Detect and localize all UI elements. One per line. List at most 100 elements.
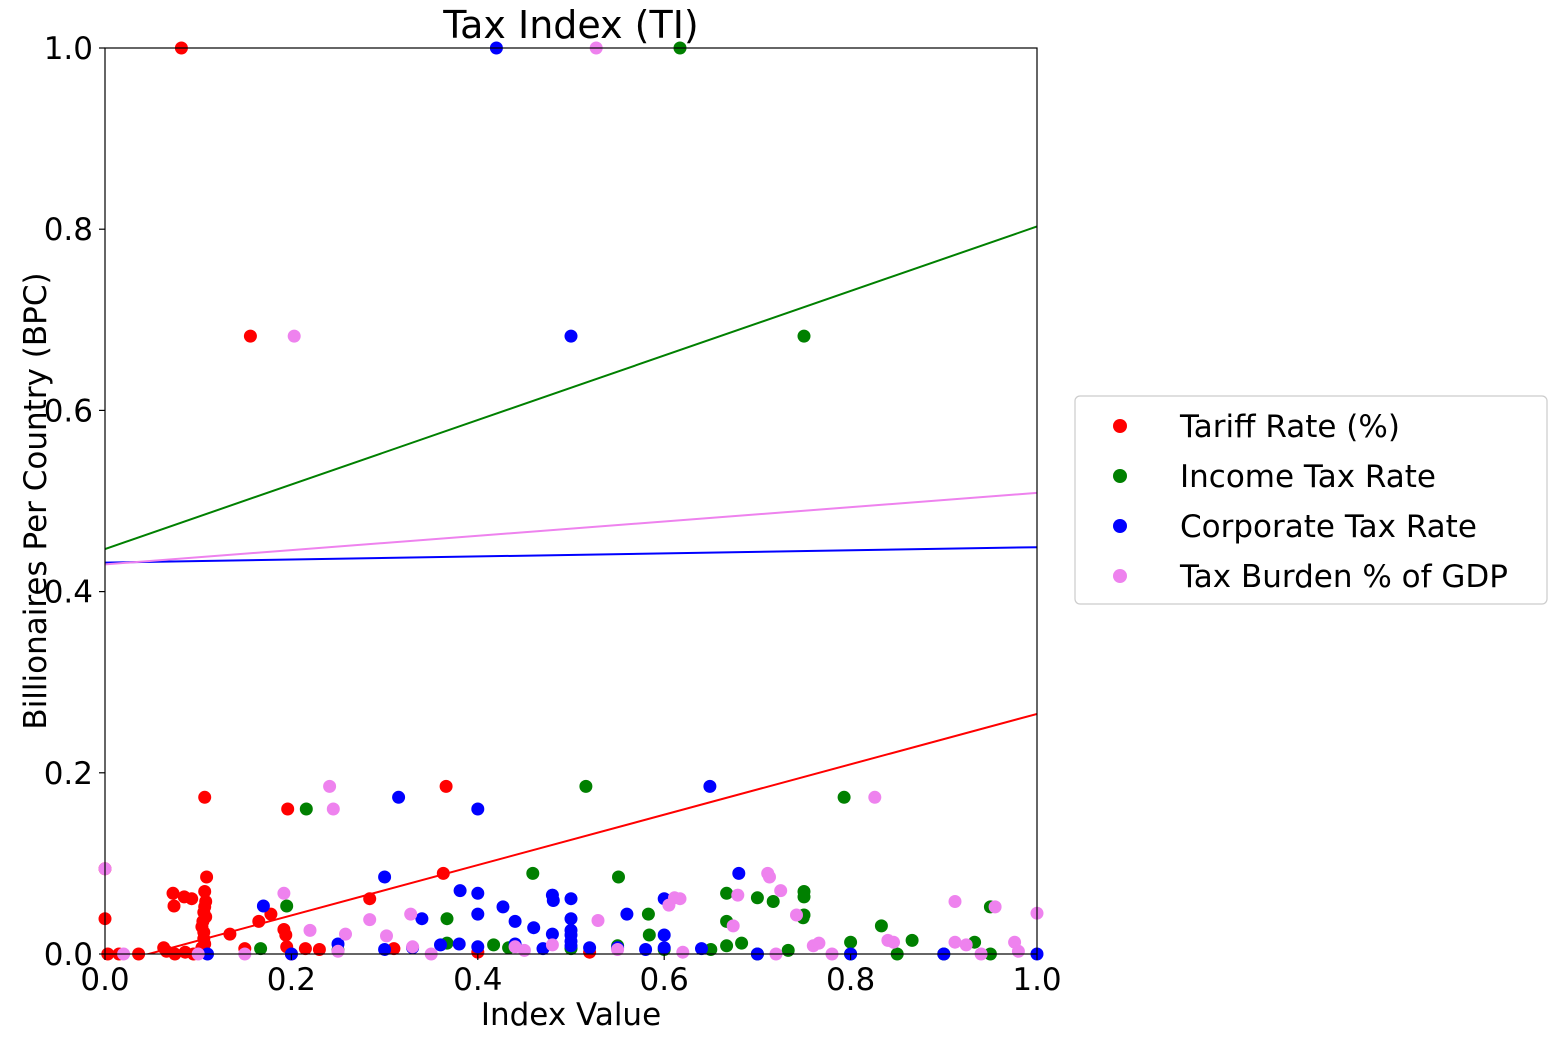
data-point: [198, 885, 212, 898]
data-point: [1011, 944, 1025, 958]
data-point: [735, 936, 749, 950]
data-point: [662, 898, 676, 912]
data-point: [323, 779, 337, 793]
legend-frame: [1074, 395, 1548, 605]
plot-frame: [104, 47, 1038, 955]
data-point: [620, 907, 634, 921]
chart-title: Tax Index (TI): [442, 3, 699, 47]
y-tick-label: 0.8: [44, 212, 93, 248]
x-tick-label: 0.4: [453, 962, 502, 998]
data-point: [527, 921, 541, 935]
data-point: [243, 329, 257, 343]
legend-label: Tax Burden % of GDP: [1179, 559, 1508, 595]
data-point: [673, 892, 687, 906]
data-point: [959, 938, 973, 952]
data-point: [496, 900, 510, 914]
data-point: [312, 943, 326, 956]
y-axis: 0.0 0.2 0.4 0.6 0.8 1.0: [44, 31, 105, 973]
x-tick-label: 0.0: [80, 962, 129, 998]
data-point: [440, 912, 454, 926]
data-point: [868, 790, 882, 804]
data-point: [591, 914, 605, 927]
data-point: [703, 779, 717, 793]
legend-marker: [1113, 519, 1127, 533]
data-point: [185, 892, 199, 906]
data-point: [339, 927, 352, 941]
trend-line: [105, 546, 1037, 564]
data-point: [287, 329, 301, 343]
data-point: [378, 943, 392, 956]
data-point: [731, 888, 745, 902]
data-point: [611, 943, 625, 956]
data-point: [695, 942, 708, 956]
data-point: [404, 907, 418, 921]
data-point: [167, 899, 181, 913]
data-point: [612, 870, 625, 884]
x-tick-label: 0.8: [826, 962, 875, 998]
data-point: [676, 945, 690, 959]
x-tick-label: 0.2: [267, 962, 316, 998]
data-point: [837, 790, 851, 804]
data-point: [380, 929, 393, 943]
data-point: [948, 935, 962, 949]
data-point: [363, 913, 377, 927]
data-point: [277, 886, 291, 900]
data-point: [545, 938, 559, 952]
data-point: [750, 891, 764, 905]
data-point: [790, 908, 803, 922]
legend: Tariff Rate (%) Income Tax Rate Corporate …: [1074, 395, 1548, 605]
data-point: [280, 899, 294, 913]
data-point: [720, 886, 734, 900]
legend-marker: [1113, 419, 1127, 433]
trend-line: [105, 491, 1037, 566]
data-point: [331, 944, 345, 958]
data-point: [256, 899, 270, 913]
data-point: [579, 779, 593, 793]
data-point: [298, 942, 312, 956]
x-axis: 0.0 0.2 0.4 0.6 0.8 1.0: [80, 954, 1062, 998]
data-point: [526, 866, 540, 880]
x-axis-title: Index Value: [481, 997, 661, 1033]
data-point: [564, 939, 578, 953]
data-point: [905, 933, 919, 947]
x-tick-label: 1.0: [1012, 962, 1061, 998]
legend-marker: [1113, 469, 1127, 483]
data-point: [487, 938, 501, 952]
trend-line: [105, 225, 1037, 550]
data-point: [583, 941, 597, 955]
data-point: [452, 937, 466, 951]
trend-line: [144, 712, 1037, 954]
trend-lines: [105, 225, 1037, 954]
data-point: [279, 928, 293, 942]
legend-label: Corporate Tax Rate: [1180, 509, 1477, 545]
data-point: [657, 928, 671, 942]
data-point: [732, 866, 746, 880]
data-point: [763, 870, 776, 884]
data-point: [200, 870, 214, 884]
data-point: [887, 935, 900, 949]
data-points: [98, 41, 1044, 961]
data-point: [797, 329, 811, 343]
data-point: [406, 940, 420, 954]
data-point: [471, 802, 485, 816]
data-point: [545, 927, 559, 941]
data-point: [797, 890, 811, 904]
data-point: [812, 936, 826, 950]
y-tick-label: 0.2: [44, 756, 93, 792]
data-point: [392, 790, 406, 804]
legend-marker: [1113, 569, 1127, 583]
data-point: [564, 912, 578, 926]
data-point: [564, 329, 578, 343]
data-point: [844, 935, 858, 949]
x-tick-label: 0.6: [640, 962, 689, 998]
legend-label: Tariff Rate (%): [1179, 409, 1400, 445]
data-point: [415, 912, 429, 926]
data-point: [508, 914, 522, 928]
data-point: [378, 870, 392, 884]
data-point: [639, 943, 653, 956]
data-point: [166, 886, 180, 900]
data-point: [564, 892, 578, 906]
data-point: [439, 779, 453, 793]
data-point: [471, 940, 485, 954]
y-axis-title: Billionaires Per Country (BPC): [18, 272, 54, 729]
